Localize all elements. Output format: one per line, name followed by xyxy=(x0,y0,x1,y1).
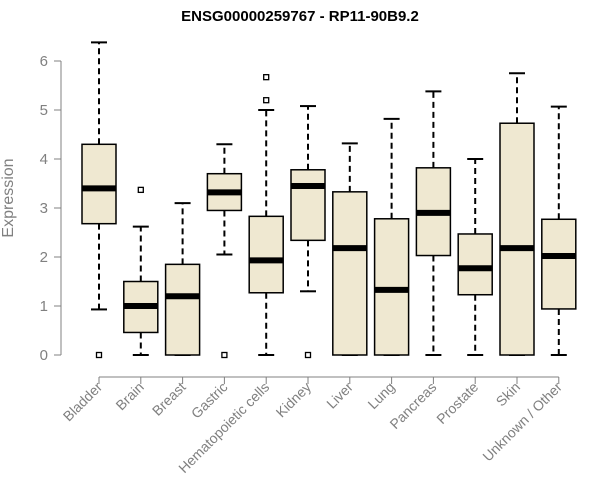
boxes-group xyxy=(81,41,577,359)
box-iqr xyxy=(290,169,326,242)
box-iqr xyxy=(81,143,117,225)
x-tick-label: Prostate xyxy=(433,379,481,427)
y-tick-label: 3 xyxy=(40,200,48,217)
outlier-point xyxy=(95,351,103,359)
box-iqr xyxy=(332,191,368,356)
x-tick-label: Bladder xyxy=(60,379,106,425)
box-breast xyxy=(164,202,201,356)
chart-title: ENSG00000259767 - RP11-90B9.2 xyxy=(181,8,419,25)
box-iqr xyxy=(164,263,201,356)
box-kidney xyxy=(290,105,326,359)
box-brain xyxy=(123,186,159,356)
y-tick-label: 6 xyxy=(40,53,48,70)
outlier-point xyxy=(304,351,312,359)
box-pancreas xyxy=(415,90,452,356)
box-unknown-other xyxy=(541,105,577,356)
y-tick-label: 4 xyxy=(40,151,48,168)
box-iqr xyxy=(499,122,535,356)
outlier-point xyxy=(263,74,270,81)
outlier-point xyxy=(221,351,228,359)
y-axis: 0 1 2 3 4 5 6 xyxy=(40,53,62,364)
y-tick-label: 2 xyxy=(40,249,48,266)
box-prostate xyxy=(457,158,493,356)
x-tick-label: Kidney xyxy=(273,379,315,421)
y-tick-label: 5 xyxy=(40,102,48,119)
outlier-point xyxy=(263,97,270,104)
box-iqr xyxy=(541,218,577,310)
box-iqr xyxy=(457,233,493,296)
x-tick-label: Lung xyxy=(364,379,397,412)
x-tick-label: Brain xyxy=(112,379,146,413)
box-liver xyxy=(332,142,368,356)
box-iqr xyxy=(248,215,284,294)
outlier-point xyxy=(137,186,144,194)
x-tick-label: Unknown / Other xyxy=(479,379,565,465)
y-tick-label: 1 xyxy=(40,298,48,315)
x-tick-label: Skin xyxy=(493,379,524,410)
box-lung xyxy=(373,117,410,356)
y-tick-label: 0 xyxy=(40,347,48,364)
box-bladder xyxy=(81,41,117,359)
x-tick-label: Liver xyxy=(323,379,356,412)
x-tick-label: Breast xyxy=(149,379,189,419)
box-gastric xyxy=(206,143,243,359)
box-skin xyxy=(499,72,535,356)
y-axis-label: Expression xyxy=(0,158,17,237)
box-hematopoietic-cells xyxy=(248,74,284,356)
